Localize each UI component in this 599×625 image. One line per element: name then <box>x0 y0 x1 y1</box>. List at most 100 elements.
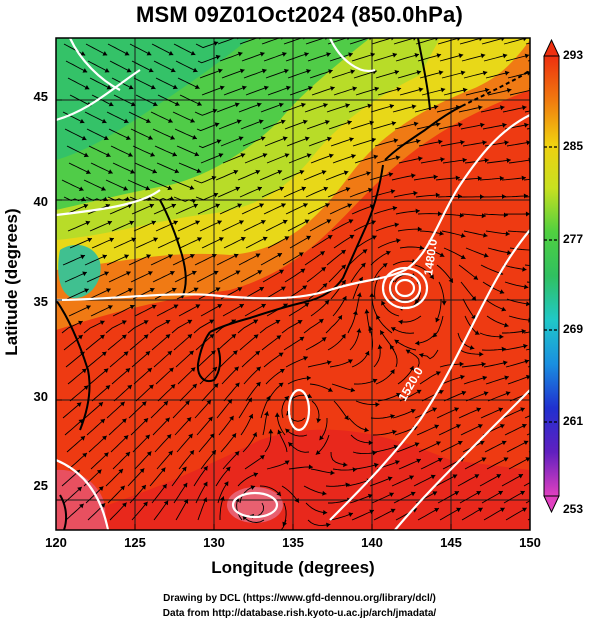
streamline-arrow <box>524 359 530 364</box>
streamline-arrow <box>482 70 488 76</box>
streamline-arrow <box>414 53 419 58</box>
streamline <box>398 157 423 164</box>
streamline-arrow <box>150 152 155 157</box>
streamline-arrow <box>255 253 261 258</box>
streamline-arrow <box>413 190 418 196</box>
streamline <box>419 230 444 235</box>
streamline <box>260 103 284 113</box>
streamline-arrow <box>439 252 445 257</box>
streamline-arrow <box>192 383 197 389</box>
streamline-arrow <box>301 102 306 108</box>
streamline-arrow <box>127 385 132 390</box>
streamline-arrow <box>104 271 109 276</box>
streamline-arrow <box>237 287 243 292</box>
streamline <box>128 254 151 266</box>
streamline-arrow <box>477 424 483 429</box>
streamline-arrow <box>248 414 254 419</box>
green-mid-band <box>56 38 250 160</box>
streamline-arrow <box>321 337 327 342</box>
streamline-arrow <box>416 70 422 75</box>
streamline <box>286 137 310 147</box>
streamline-arrow <box>405 349 411 354</box>
streamline <box>155 220 179 232</box>
streamline-arrow <box>349 234 355 240</box>
streamline <box>485 71 510 79</box>
streamline-arrow <box>348 52 353 58</box>
streamline-arrow <box>203 466 208 471</box>
streamline <box>173 333 193 351</box>
streamline-arrow <box>215 203 220 209</box>
streamline <box>65 351 85 368</box>
streamline-arrow <box>321 267 326 272</box>
streamline-arrow <box>298 252 304 257</box>
streamline-arrow <box>218 153 224 158</box>
streamline <box>127 320 149 334</box>
streamline <box>370 414 395 419</box>
streamline-arrow <box>147 368 152 373</box>
streamline <box>348 249 368 266</box>
streamline-arrow <box>478 507 483 513</box>
streamline-arrow <box>458 53 464 59</box>
streamline <box>481 195 507 198</box>
streamline <box>152 417 171 436</box>
streamline-arrow <box>197 101 202 106</box>
streamline-arrow <box>460 140 465 145</box>
streamline-arrow <box>145 118 151 123</box>
streamline <box>486 457 509 470</box>
y-tick-label: 40 <box>33 194 48 209</box>
streamline-arrow <box>234 451 240 456</box>
streamline-arrow <box>460 254 466 259</box>
streamline-arrow <box>209 433 215 439</box>
y-axis-label: Latitude (degrees) <box>2 208 21 356</box>
streamline <box>223 86 247 96</box>
streamline <box>304 250 325 266</box>
streamline <box>109 502 127 521</box>
streamline-arrow <box>79 118 85 124</box>
streamline-arrow <box>352 467 357 473</box>
streamline <box>67 221 91 232</box>
streamline-arrow <box>503 457 509 462</box>
streamline-arrow <box>211 175 217 181</box>
streamline-arrow <box>279 186 284 192</box>
streamline-arrow <box>152 101 158 107</box>
streamline <box>523 331 530 334</box>
streamline <box>394 339 417 351</box>
streamline-arrow <box>373 154 378 160</box>
streamline-arrow <box>349 137 354 142</box>
streamline-arrow <box>81 135 87 141</box>
streamline-arrow <box>436 53 442 58</box>
streamline-arrow <box>476 491 481 496</box>
streamline-arrow <box>318 319 324 324</box>
streamline-arrow <box>235 382 240 388</box>
streamline-arrow <box>190 367 196 372</box>
streamline <box>68 452 88 470</box>
streamline-arrow <box>219 85 225 91</box>
streamline-arrow <box>368 187 373 193</box>
lat-lon-grid <box>56 38 530 530</box>
streamline <box>288 466 313 470</box>
streamline <box>369 326 373 351</box>
streamline-arrow <box>257 186 262 192</box>
streamline-arrow <box>166 434 172 439</box>
streamline-arrow <box>523 38 527 42</box>
streamline-arrow <box>411 104 417 110</box>
streamline <box>260 395 271 419</box>
streamline <box>242 136 266 147</box>
streamline <box>85 334 105 351</box>
streamline-arrow <box>388 172 394 177</box>
streamline <box>218 270 241 283</box>
streamline-arrow <box>211 450 216 455</box>
streamline-arrow <box>237 203 242 208</box>
streamline <box>263 352 284 368</box>
streamline-arrow <box>163 500 169 506</box>
streamline-arrow <box>168 450 173 456</box>
streamline-arrow <box>126 271 131 276</box>
streamline-arrow <box>347 203 352 208</box>
streamline-arrow <box>276 335 282 340</box>
streamline-arrow <box>499 289 505 294</box>
streamline-arrow <box>143 418 149 423</box>
streamline <box>332 154 356 164</box>
streamline-arrow <box>231 334 236 339</box>
streamline <box>216 398 233 419</box>
streamline-arrow <box>323 186 328 192</box>
